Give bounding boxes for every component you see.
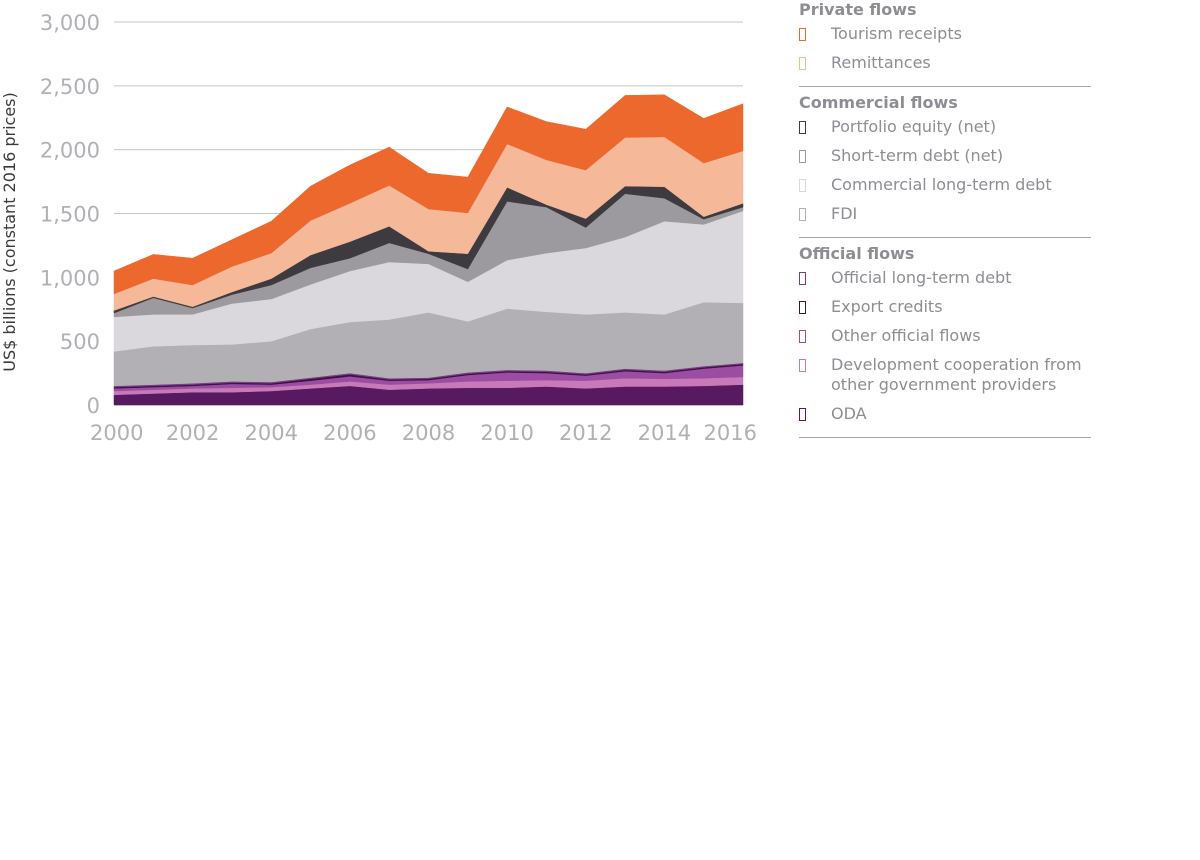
x-tick-label: 2006 [323, 421, 376, 445]
x-tick-label: 2014 [638, 421, 691, 445]
x-tick-label: 2012 [559, 421, 612, 445]
y-tick-label: 3,000 [40, 11, 100, 35]
legend-item: FDI [799, 204, 1091, 224]
y-tick-label: 2,000 [40, 139, 100, 163]
legend-swatch [799, 208, 806, 221]
legend-label: Portfolio equity (net) [831, 117, 997, 136]
legend-label: Development cooperation from other gover… [831, 355, 1082, 394]
legend-swatch [799, 301, 806, 314]
legend: Private flows Tourism receipts Remittances… [799, 0, 1091, 444]
area-series [113, 94, 744, 406]
legend-label: Tourism receipts [831, 24, 962, 43]
legend-swatch [799, 28, 806, 41]
legend-swatch [799, 330, 806, 343]
legend-item: Commercial long-term debt [799, 175, 1091, 195]
legend-swatch [799, 359, 806, 372]
y-tick-label: 0 [87, 394, 100, 418]
legend-item: Official long-term debt [799, 268, 1091, 288]
legend-swatch [799, 150, 806, 163]
x-tick-label: 2008 [402, 421, 455, 445]
legend-label: Short-term debt (net) [831, 146, 1004, 165]
legend-label: Remittances [831, 53, 931, 72]
legend-group-heading: Official flows [799, 244, 915, 263]
legend-swatch [799, 121, 806, 134]
legend-group-heading: Commercial flows [799, 93, 958, 112]
y-tick-label: 2,500 [40, 75, 100, 99]
area-tourism-receipts [113, 94, 744, 295]
legend-label: Official long-term debt [831, 268, 1012, 287]
x-tick-label: 2016 [704, 421, 757, 445]
legend-swatch [799, 408, 806, 421]
x-tick-label: 2004 [245, 421, 298, 445]
legend-swatch [799, 179, 806, 192]
legend-swatch [799, 272, 806, 285]
legend-swatch [799, 57, 806, 70]
x-tick-label: 2010 [480, 421, 533, 445]
y-axis-title: US$ billions (constant 2016 prices) [0, 92, 19, 372]
legend-item: Export credits [799, 297, 1091, 317]
legend-label: Export credits [831, 297, 943, 316]
legend-group-heading: Private flows [799, 0, 917, 19]
legend-item: Development cooperation from other gover… [799, 355, 1091, 395]
legend-group: Official flows Official long-term debt Exp… [799, 244, 1091, 438]
y-tick-label: 1,000 [40, 266, 100, 290]
y-tick-label: 500 [60, 330, 100, 354]
legend-group: Commercial flows Portfolio equity (net) Sh… [799, 93, 1091, 238]
legend-item: ODA [799, 404, 1091, 424]
legend-label: ODA [831, 404, 867, 423]
y-tick-label: 1,500 [40, 203, 100, 227]
legend-item: Portfolio equity (net) [799, 117, 1091, 137]
legend-group: Private flows Tourism receipts Remittances [799, 0, 1091, 87]
legend-item: Tourism receipts [799, 24, 1091, 44]
legend-label: FDI [831, 204, 858, 223]
x-tick-label: 2002 [166, 421, 219, 445]
x-tick-labels: 2000 2002 2004 2006 2008 2010 2012 2014 2016 [90, 421, 757, 445]
y-tick-labels: 0 500 1,000 1,500 2,000 2,500 3,000 [40, 11, 100, 418]
legend-label: Other official flows [831, 326, 981, 345]
legend-item: Short-term debt (net) [799, 146, 1091, 166]
legend-label: Commercial long-term debt [831, 175, 1052, 194]
legend-item: Remittances [799, 53, 1091, 73]
x-tick-label: 2000 [90, 421, 143, 445]
legend-item: Other official flows [799, 326, 1091, 346]
